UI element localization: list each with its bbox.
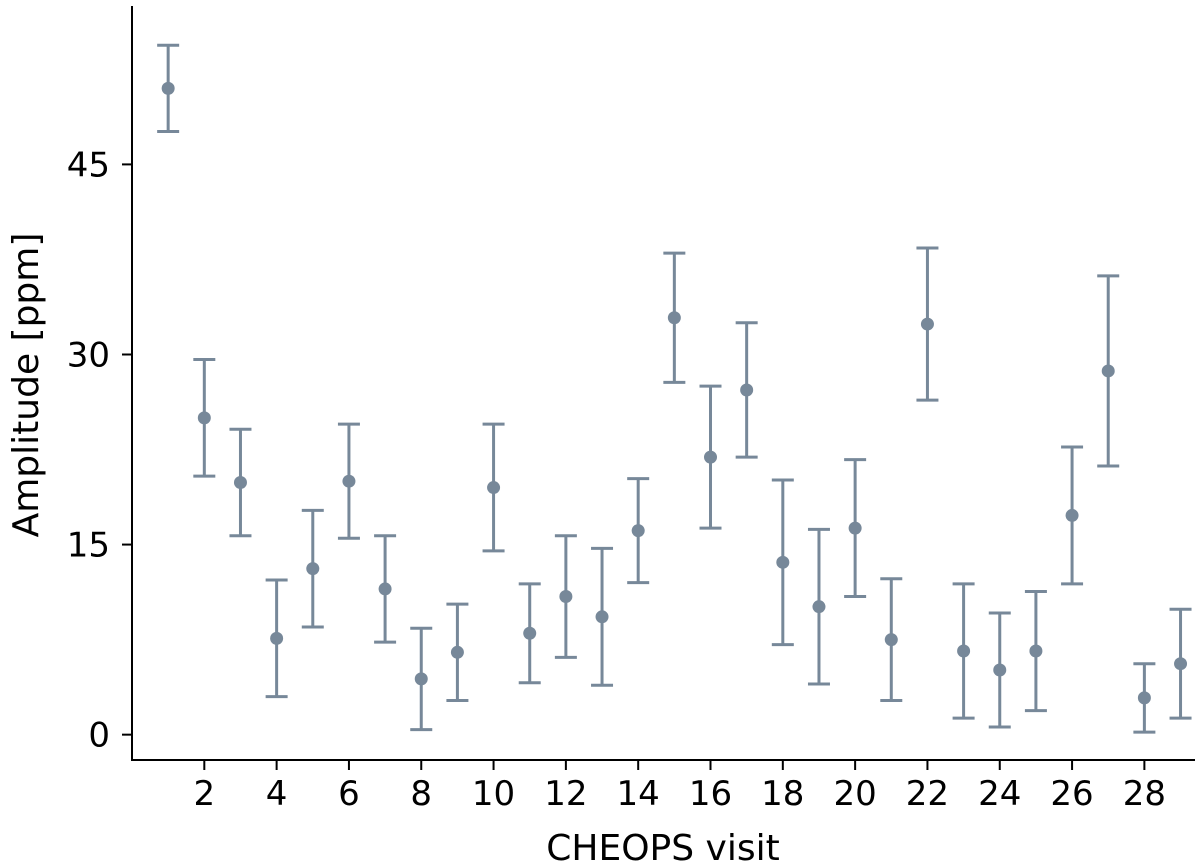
data-point-visit-12: [554, 534, 577, 659]
data-point-visit-22: [916, 246, 939, 402]
data-marker: [704, 450, 718, 464]
data-point-visit-6: [337, 422, 360, 540]
data-point-visit-7: [374, 534, 397, 644]
data-marker: [1065, 508, 1079, 522]
data-marker: [1029, 644, 1043, 658]
x-tick-label: 16: [689, 774, 732, 814]
data-marker: [776, 555, 790, 569]
data-point-visit-23: [952, 582, 975, 720]
axes: [131, 6, 1195, 761]
data-marker: [667, 311, 681, 325]
x-tick-label: 18: [761, 774, 804, 814]
data-marker: [1137, 691, 1151, 705]
x-tick-label: 22: [906, 774, 949, 814]
x-tick-label: 8: [410, 774, 432, 814]
data-points: [157, 43, 1192, 734]
data-point-visit-15: [663, 251, 686, 384]
data-marker: [306, 562, 320, 576]
data-marker: [848, 521, 862, 535]
data-point-visit-14: [627, 477, 650, 585]
data-marker: [270, 631, 284, 645]
data-point-visit-19: [807, 527, 830, 686]
data-point-visit-8: [410, 626, 433, 732]
data-marker: [523, 626, 537, 640]
data-point-visit-10: [482, 422, 505, 553]
y-tick-label: 15: [67, 526, 110, 566]
y-tick-label: 0: [88, 716, 110, 756]
y-tick-label: 30: [67, 335, 110, 375]
data-point-visit-3: [229, 427, 252, 538]
x-tick-label: 20: [833, 774, 876, 814]
data-point-visit-4: [265, 578, 288, 699]
data-marker: [414, 672, 428, 686]
x-axis-title: CHEOPS visit: [546, 828, 779, 868]
data-point-visit-16: [699, 384, 722, 530]
data-point-visit-20: [844, 458, 867, 599]
data-point-visit-29: [1169, 607, 1192, 720]
data-point-visit-25: [1024, 589, 1047, 713]
data-marker: [957, 644, 971, 658]
data-point-visit-5: [301, 508, 324, 629]
data-marker: [812, 600, 826, 614]
data-point-visit-28: [1133, 662, 1156, 734]
x-tick-label: 24: [978, 774, 1021, 814]
x-tick-label: 14: [617, 774, 660, 814]
x-tick-label: 26: [1050, 774, 1093, 814]
y-tick-label: 45: [67, 145, 110, 185]
y-axis-title: Amplitude [ppm]: [6, 233, 47, 538]
data-point-visit-21: [880, 577, 903, 702]
x-tick-label: 12: [544, 774, 587, 814]
x-tick-label: 6: [338, 774, 360, 814]
data-marker: [1174, 657, 1188, 671]
data-point-visit-13: [591, 546, 614, 687]
data-marker: [378, 582, 392, 596]
data-marker: [920, 317, 934, 331]
data-marker: [233, 475, 247, 489]
x-ticks: 2 4 6 8 10 12 14 16 18 20 22 24 26 28: [193, 760, 1166, 814]
data-marker: [1101, 364, 1115, 378]
data-marker: [993, 663, 1007, 677]
data-marker: [884, 633, 898, 647]
x-tick-label: 2: [193, 774, 215, 814]
y-ticks: 0 15 30 45: [67, 145, 132, 756]
data-point-visit-26: [1061, 445, 1084, 586]
data-marker: [631, 524, 645, 538]
data-point-visit-9: [446, 602, 469, 702]
data-marker: [595, 610, 609, 624]
data-marker: [450, 645, 464, 659]
data-point-visit-18: [771, 478, 794, 647]
data-marker: [161, 81, 175, 95]
data-point-visit-11: [518, 582, 541, 685]
data-point-visit-2: [193, 358, 216, 478]
data-marker: [559, 590, 573, 604]
x-tick-label: 4: [266, 774, 288, 814]
data-marker: [740, 383, 754, 397]
x-tick-label: 28: [1123, 774, 1166, 814]
data-point-visit-17: [735, 321, 758, 459]
x-tick-label: 10: [472, 774, 515, 814]
data-marker: [487, 481, 501, 495]
data-point-visit-1: [157, 43, 180, 133]
data-marker: [197, 411, 211, 425]
data-marker: [342, 474, 356, 488]
data-point-visit-27: [1097, 274, 1120, 468]
data-point-visit-24: [988, 611, 1011, 729]
